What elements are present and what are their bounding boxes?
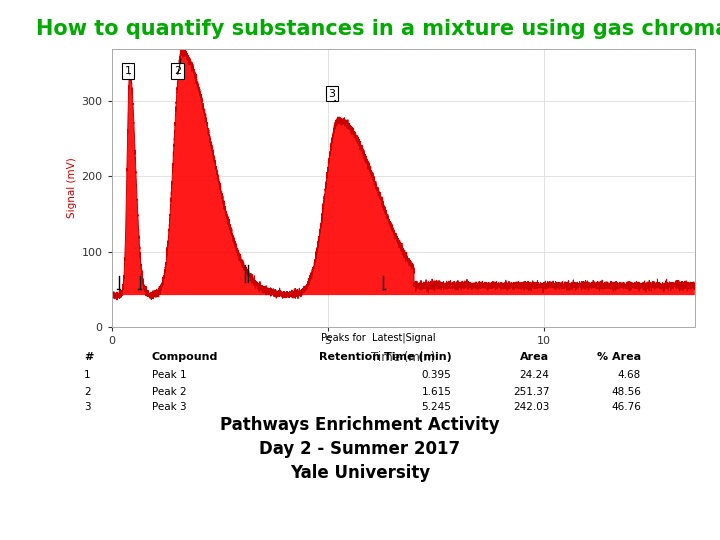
Text: Area: Area <box>521 352 549 362</box>
Text: 242.03: 242.03 <box>513 402 549 413</box>
Text: Day 2 - Summer 2017: Day 2 - Summer 2017 <box>259 440 461 458</box>
Text: 3: 3 <box>328 89 336 99</box>
Text: #: # <box>84 352 94 362</box>
Text: 4.68: 4.68 <box>618 370 642 380</box>
Text: 24.24: 24.24 <box>520 370 549 380</box>
Text: Retention Time (min): Retention Time (min) <box>319 352 451 362</box>
Text: 3: 3 <box>84 402 91 413</box>
Text: 48.56: 48.56 <box>611 387 642 397</box>
X-axis label: Time (min): Time (min) <box>371 352 436 365</box>
Text: 1: 1 <box>84 370 91 380</box>
Text: 251.37: 251.37 <box>513 387 549 397</box>
Text: 1: 1 <box>125 66 132 76</box>
Text: 5.245: 5.245 <box>422 402 451 413</box>
Text: Yale University: Yale University <box>290 464 430 482</box>
Text: How to quantify substances in a mixture using gas chromatography: How to quantify substances in a mixture … <box>36 19 720 39</box>
Text: 1.615: 1.615 <box>422 387 451 397</box>
Text: % Area: % Area <box>597 352 642 362</box>
Y-axis label: Signal (mV): Signal (mV) <box>67 157 77 218</box>
Text: Peaks for  Latest|Signal: Peaks for Latest|Signal <box>320 332 436 342</box>
Text: Peak 1: Peak 1 <box>152 370 186 380</box>
Text: Compound: Compound <box>152 352 218 362</box>
Text: 46.76: 46.76 <box>611 402 642 413</box>
Text: Pathways Enrichment Activity: Pathways Enrichment Activity <box>220 416 500 434</box>
Text: Peak 3: Peak 3 <box>152 402 186 413</box>
Text: 2: 2 <box>84 387 91 397</box>
Text: 2: 2 <box>174 66 181 76</box>
Text: Peak 2: Peak 2 <box>152 387 186 397</box>
Text: 0.395: 0.395 <box>422 370 451 380</box>
